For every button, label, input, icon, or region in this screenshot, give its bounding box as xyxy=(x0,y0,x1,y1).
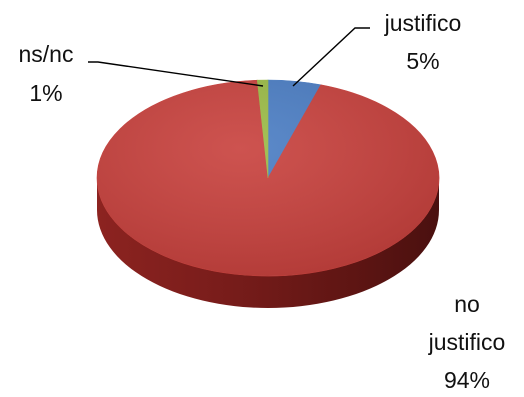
pie-top-highlight xyxy=(97,80,439,276)
slice-name-justifico-line-1: justifico xyxy=(384,10,462,36)
slice-name-no-justifico-line-1: no xyxy=(454,291,480,317)
pie-side-wall xyxy=(97,178,439,308)
slice-label-ns-nc: ns/nc 1% xyxy=(19,41,74,106)
slice-value-justifico: 5% xyxy=(406,48,439,74)
slice-name-no-justifico-line-2: justifico xyxy=(428,329,506,355)
pie-top-layer xyxy=(96,79,440,277)
pie-side-layer xyxy=(97,178,439,308)
leader-line-justifico xyxy=(292,27,370,87)
slice-label-justifico: justifico 5% xyxy=(384,10,462,74)
leader-line-ns-nc xyxy=(88,61,264,87)
slice-label-no-justifico: no justifico 94% xyxy=(428,291,506,393)
slice-value-no-justifico: 94% xyxy=(444,367,490,393)
slice-value-ns-nc: 1% xyxy=(29,80,62,106)
slice-name-ns-nc-line-1: ns/nc xyxy=(19,41,74,67)
